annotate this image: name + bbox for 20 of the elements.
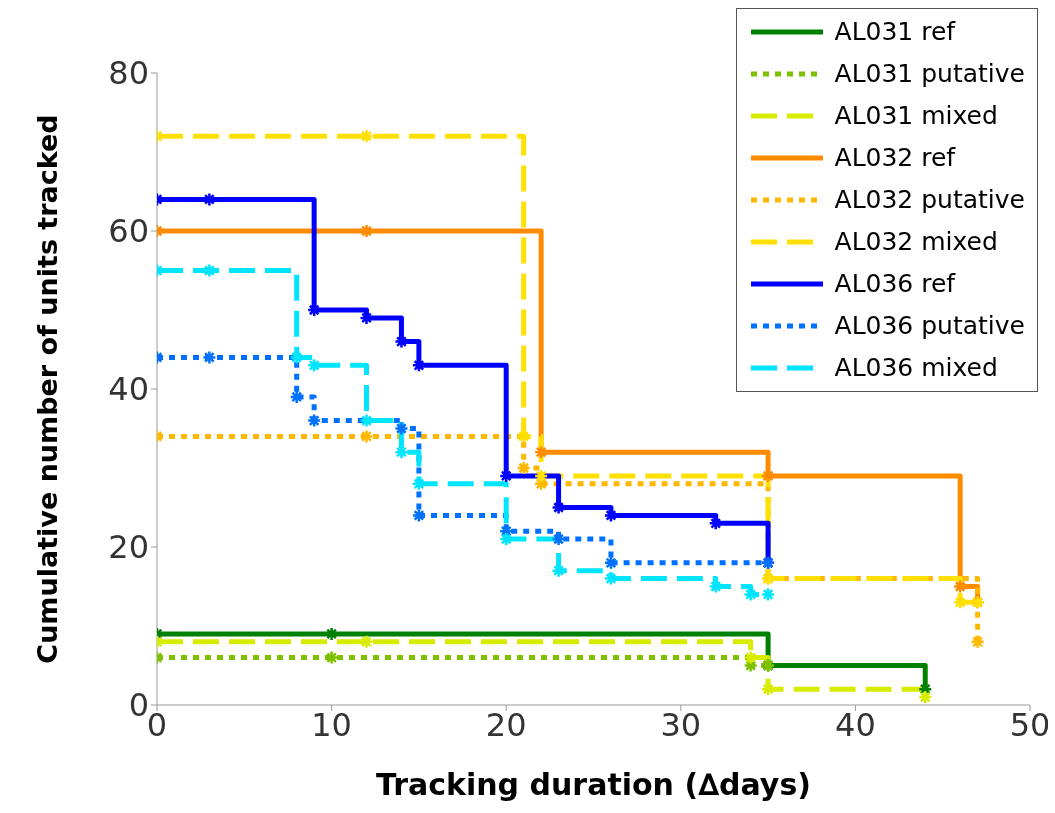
- legend-label: AL036 putative: [834, 310, 1025, 342]
- x-tick-label: 50: [1009, 705, 1051, 744]
- x-axis-title: Tracking duration (∆days): [376, 767, 811, 802]
- legend-label: AL031 mixed: [834, 100, 998, 132]
- legend-label: AL032 mixed: [834, 226, 998, 258]
- legend-label: AL031 ref: [834, 16, 956, 48]
- y-axis-title: Cumulative number of units tracked: [31, 114, 63, 664]
- x-tick-label: 30: [660, 705, 702, 744]
- legend-label: AL032 putative: [834, 184, 1025, 216]
- x-tick-label: 20: [485, 705, 527, 744]
- y-tick-label: 40: [108, 370, 149, 409]
- legend-label: AL036 mixed: [834, 352, 998, 384]
- legend-label: AL032 ref: [834, 142, 956, 174]
- legend-label: AL036 ref: [834, 268, 956, 300]
- legend-label: AL031 putative: [834, 58, 1025, 90]
- y-tick-label: 60: [108, 212, 149, 251]
- x-tick-label: 40: [835, 705, 876, 744]
- y-tick-label: 20: [108, 528, 149, 567]
- x-tick-label: 10: [311, 705, 352, 744]
- y-tick-label: 80: [108, 54, 149, 93]
